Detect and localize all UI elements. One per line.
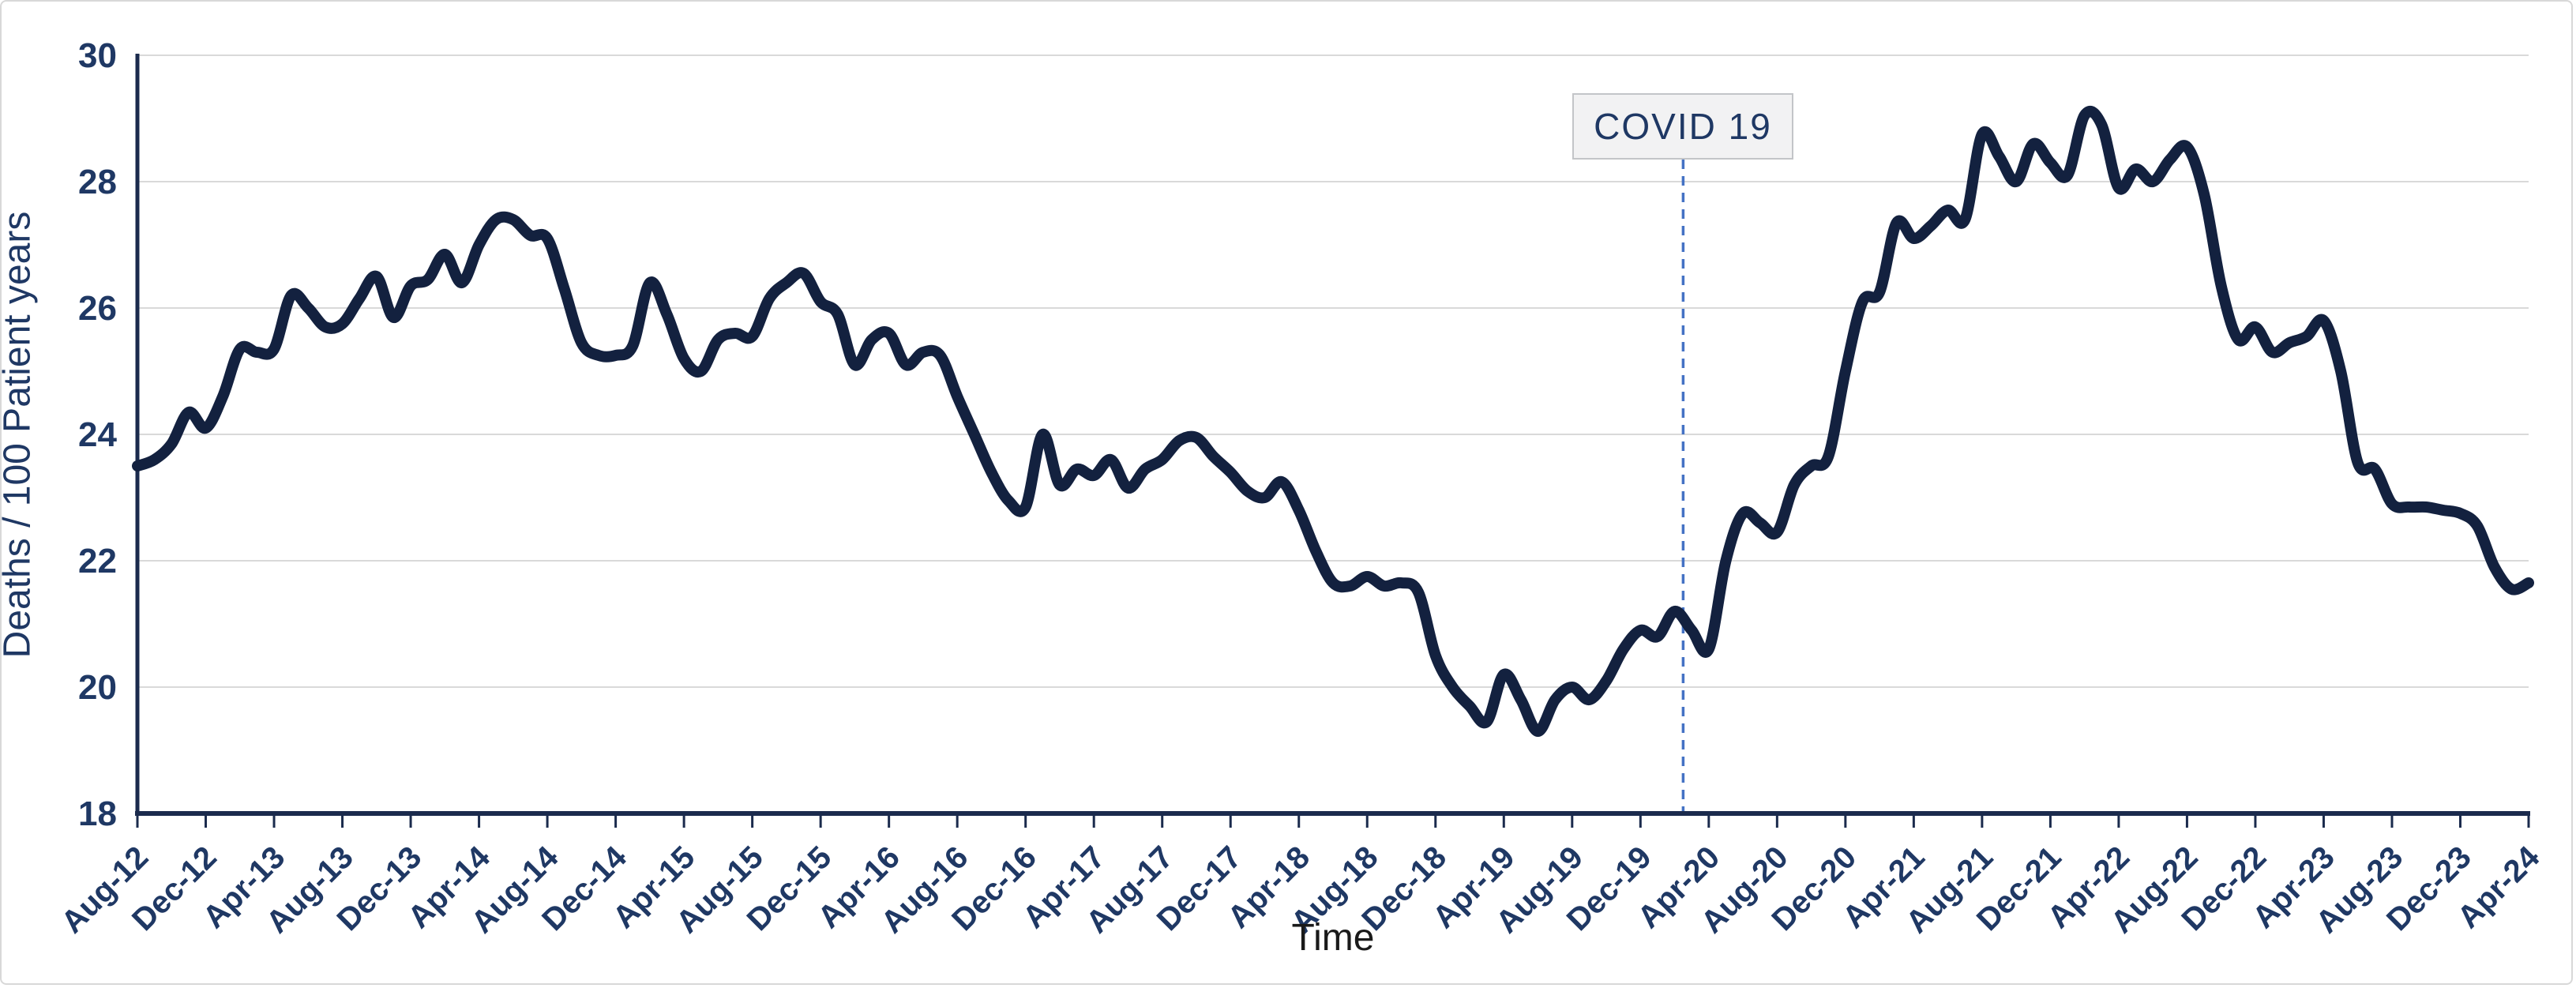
y-tick-label: 18 bbox=[78, 795, 117, 833]
y-tick-label: 30 bbox=[78, 36, 117, 75]
y-tick-label: 20 bbox=[78, 668, 117, 707]
y-tick-label: 22 bbox=[78, 542, 117, 580]
y-tick-label: 24 bbox=[78, 415, 117, 454]
y-tick-label: 28 bbox=[78, 163, 117, 201]
x-axis-title: Time bbox=[1291, 917, 1375, 959]
y-tick-label: 26 bbox=[78, 289, 117, 328]
deaths-trend-line bbox=[132, 106, 2534, 737]
covid-annotation-label: COVID 19 bbox=[1594, 106, 1772, 147]
covid-annotation-box: COVID 19 bbox=[1572, 93, 1793, 160]
